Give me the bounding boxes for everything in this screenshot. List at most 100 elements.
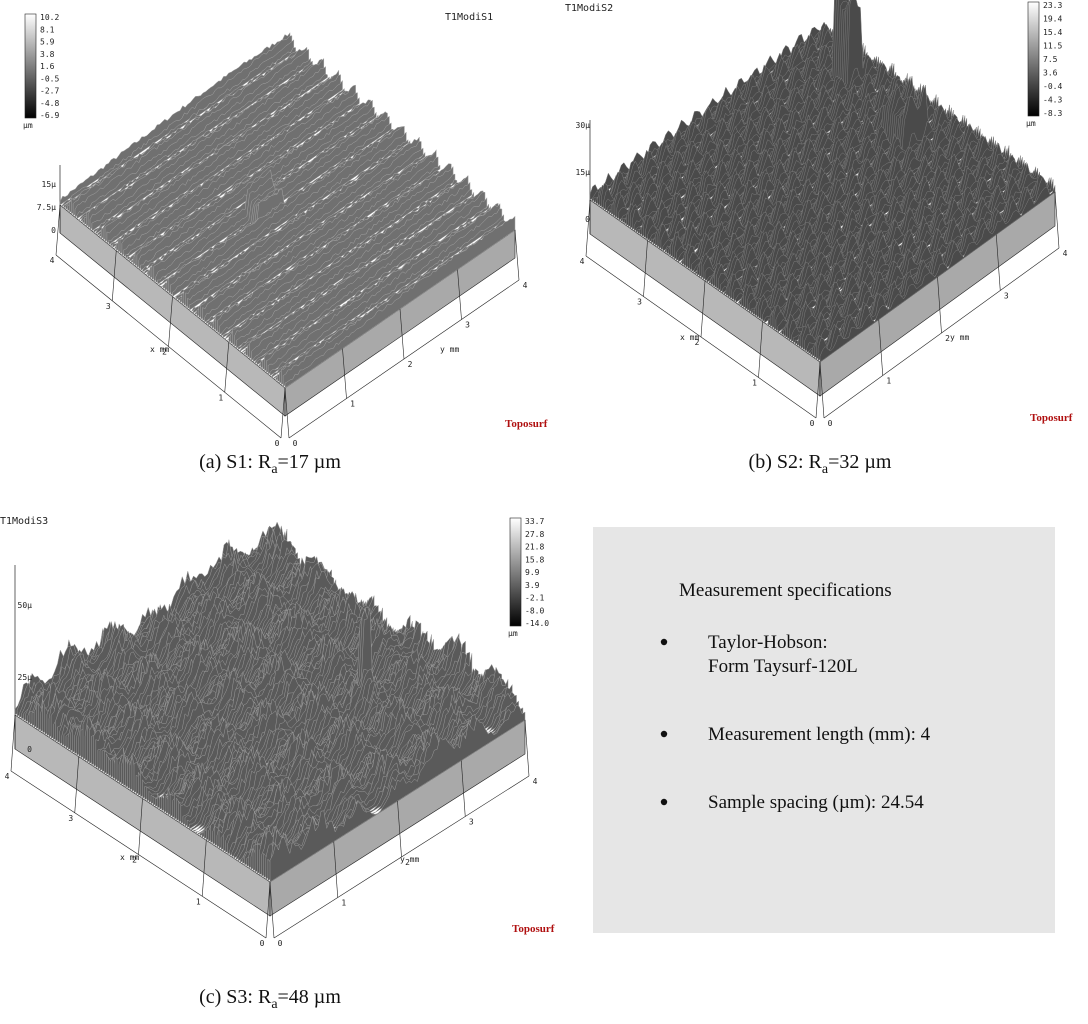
z-tick-label: 7.5µ (37, 203, 56, 212)
z-tick-label: 30µ (576, 121, 591, 130)
brand: Toposurf (1030, 412, 1073, 424)
caption-text: (b) S2: R (749, 451, 823, 473)
colorbar-tick-label: 7.5 (1043, 55, 1058, 64)
spec-item: Sample spacing (µm): 24.54 (708, 792, 924, 813)
caption: (a) S1: Ra=17 µm (199, 451, 341, 477)
y-tick-label: 3 (1004, 292, 1009, 301)
x-tick-label: 0 (275, 439, 280, 448)
colorbar-tick-label: 19.4 (1043, 15, 1062, 24)
colorbar (510, 518, 521, 626)
x-axis-label: x mm (680, 333, 699, 342)
x-tick-label: 4 (580, 257, 585, 266)
tick-line (11, 715, 15, 771)
colorbar-tick-label: 10.2 (40, 13, 59, 22)
z-tick-label: 50µ (18, 601, 33, 610)
colorbar-unit: µm (1026, 119, 1036, 128)
y-tick-label: 2 (408, 360, 413, 369)
x-tick-label: 3 (68, 814, 73, 823)
bullet (661, 639, 667, 645)
x-axis-label: x mm (120, 853, 139, 862)
y-tick-label: 1 (886, 377, 891, 386)
caption-suffix: =17 µm (278, 451, 342, 473)
x-tick-label: 4 (50, 256, 55, 265)
colorbar-tick-label: -0.5 (40, 74, 59, 83)
x-tick-label: 3 (106, 302, 111, 311)
colorbar-tick-label: 9.9 (525, 568, 540, 577)
colorbar-tick-label: 3.6 (1043, 69, 1058, 78)
y-tick-label: 1 (341, 899, 346, 908)
y-tick-label: 1 (350, 400, 355, 409)
colorbar-tick-label: 15.8 (525, 555, 544, 564)
colorbar-tick-label: 23.3 (1043, 1, 1062, 10)
y-axis-label: y mm (400, 855, 419, 864)
colorbar-tick-label: 11.5 (1043, 42, 1062, 51)
caption-text: (a) S1: R (199, 451, 272, 473)
plot-title: T1ModiS1 (445, 12, 493, 23)
spec-item: Taylor-Hobson: (708, 632, 828, 653)
x-tick-label: 1 (752, 379, 757, 388)
colorbar-unit: µm (23, 121, 33, 130)
caption: (b) S2: Ra=32 µm (749, 451, 892, 477)
tick-line (56, 205, 60, 255)
caption: (c) S3: Ra=48 µm (199, 986, 341, 1012)
z-tick-label: 15µ (576, 168, 591, 177)
colorbar-tick-label: -6.9 (40, 111, 59, 120)
colorbar-tick-label: 21.8 (525, 543, 544, 552)
z-tick-label: 0 (585, 215, 590, 224)
z-tick-label: 0 (27, 745, 32, 754)
colorbar-tick-label: -8.0 (525, 606, 544, 615)
colorbar-tick-label: 1.6 (40, 62, 55, 71)
y-axis-label: y mm (440, 345, 459, 354)
x-tick-label: 0 (260, 939, 265, 948)
spec-title: Measurement specifications (679, 580, 892, 601)
x-axis-label: x mm (150, 345, 169, 354)
figure: 4321001234x mmy mm15µ7.5µ0T1ModiS1Toposu… (0, 0, 1088, 1024)
colorbar-tick-label: -4.8 (40, 99, 59, 108)
colorbar-tick-label: -4.3 (1043, 96, 1062, 105)
spec-item: Form Taysurf-120L (708, 656, 858, 677)
colorbar-tick-label: -0.4 (1043, 82, 1062, 91)
spec-item: Measurement length (mm): 4 (708, 724, 931, 745)
bullet (661, 799, 667, 805)
colorbar (25, 14, 36, 118)
plot-title: T1ModiS2 (565, 3, 613, 14)
colorbar-tick-label: -2.1 (525, 594, 544, 603)
y-tick-label: 0 (278, 939, 283, 948)
y-tick-label: 3 (469, 818, 474, 827)
colorbar-tick-label: 33.7 (525, 517, 544, 526)
tick-line (586, 200, 590, 256)
plot-title: T1ModiS3 (0, 516, 48, 527)
brand: Toposurf (512, 923, 555, 935)
x-tick-label: 0 (810, 419, 815, 428)
colorbar (1028, 2, 1039, 116)
colorbar-tick-label: 3.8 (40, 50, 55, 59)
y-tick-label: 4 (523, 281, 528, 290)
colorbar-tick-label: -2.7 (40, 87, 59, 96)
colorbar-tick-label: 27.8 (525, 530, 544, 539)
caption-suffix: =32 µm (828, 451, 892, 473)
tick-line (1055, 192, 1059, 248)
z-tick-label: 25µ (18, 673, 33, 682)
tick-line (515, 230, 519, 280)
bullet (661, 731, 667, 737)
colorbar-tick-label: 15.4 (1043, 28, 1062, 37)
y-tick-label: 0 (828, 419, 833, 428)
colorbar-unit: µm (508, 629, 518, 638)
y-axis-label: y mm (950, 333, 969, 342)
caption-text: (c) S3: R (199, 986, 272, 1008)
colorbar-tick-label: 8.1 (40, 25, 55, 34)
spec-box: Measurement specifications Taylor-Hobson:… (593, 527, 1055, 933)
y-tick-label: 0 (293, 439, 298, 448)
x-tick-label: 3 (637, 298, 642, 307)
caption-suffix: =48 µm (278, 986, 342, 1008)
x-tick-label: 4 (5, 772, 10, 781)
z-tick-label: 15µ (42, 180, 57, 189)
colorbar-tick-label: 5.9 (40, 38, 55, 47)
surface-plot: 4321001234x mmy mm15µ7.5µ0T1ModiS1Toposu… (23, 12, 548, 477)
x-tick-label: 1 (196, 897, 201, 906)
y-tick-label: 4 (533, 777, 538, 786)
z-tick-label: 0 (51, 226, 56, 235)
colorbar-tick-label: 3.9 (525, 581, 540, 590)
tick-line (525, 720, 529, 776)
